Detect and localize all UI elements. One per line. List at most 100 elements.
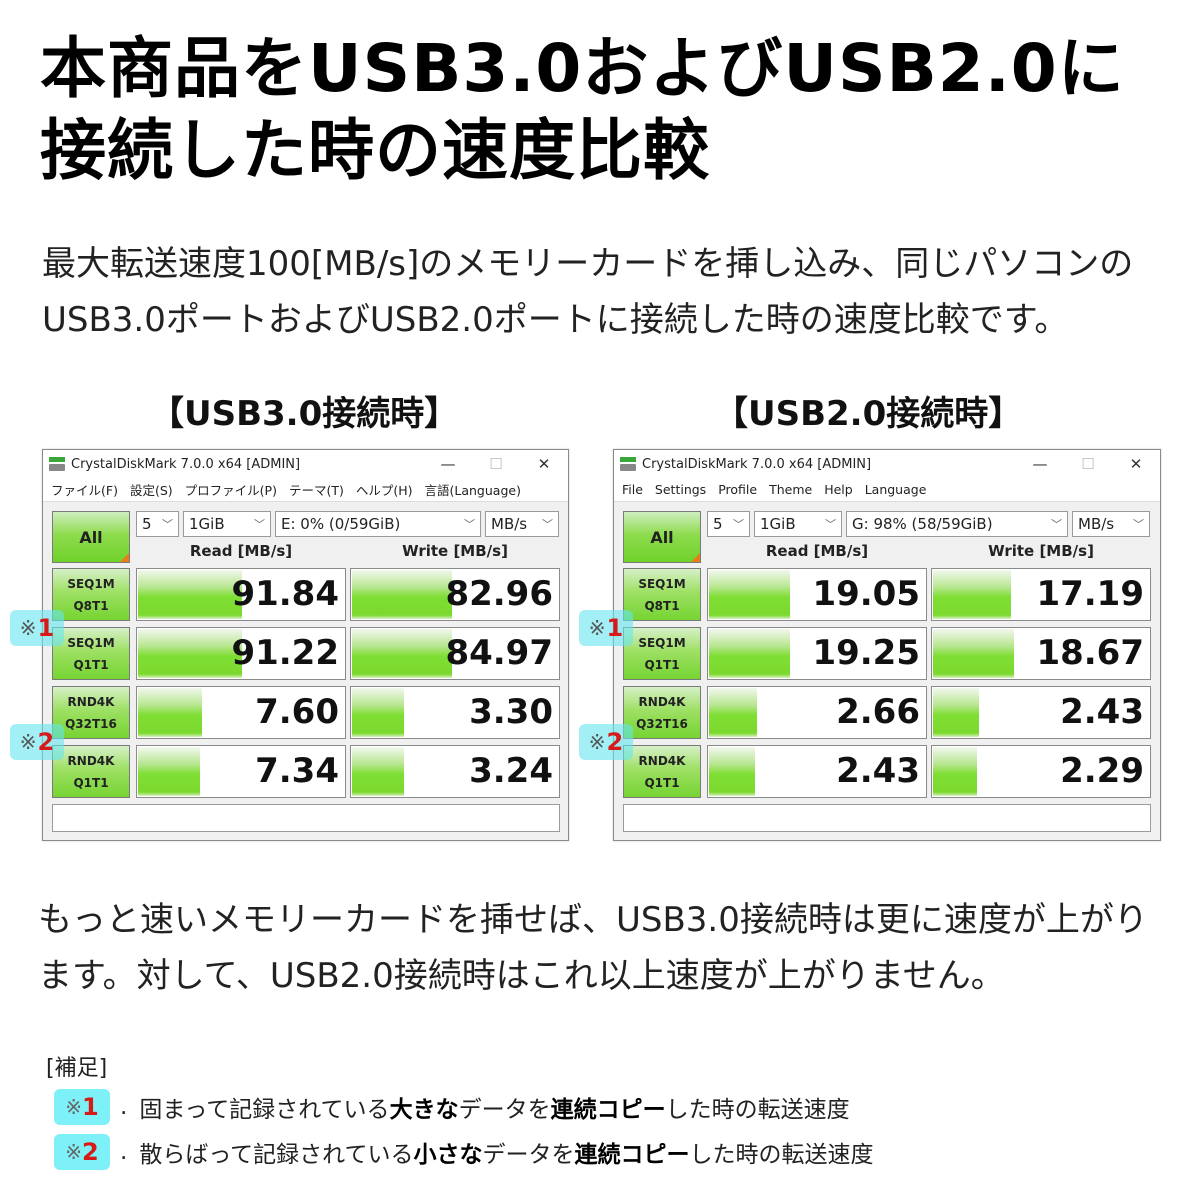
read-result-cell: 91.84 (136, 568, 346, 621)
menu-profile[interactable]: プロファイル(P) (184, 483, 277, 498)
write-result-cell: 82.96 (350, 568, 560, 621)
read-column-header: Read [MB/s] (189, 542, 293, 560)
comment-field[interactable] (623, 804, 1151, 832)
intro-line-1: 最大転送速度100[MB/s]のメモリーカードを挿し込み、同じパソコンの (42, 244, 1134, 284)
note-badge-2: ※ 2 (54, 1134, 110, 1170)
close-button[interactable]: ✕ (1129, 455, 1143, 473)
write-result-cell: 2.43 (931, 686, 1151, 739)
intro-line-2: USB3.0ポートおよびUSB2.0ポートに接続した時の速度比較です。 (42, 300, 1069, 340)
test-size-select[interactable]: 1GiB ﹀ (183, 511, 271, 537)
crystaldiskmark-app-icon (49, 457, 65, 471)
menu-theme[interactable]: テーマ(T) (288, 483, 344, 498)
benchmark-panel: All 5 ﹀ 1GiB ﹀ G: 98% (58/59GiB) ﹀ MB/s ﹀ Re… (614, 502, 1160, 840)
page-headline: 本商品をUSB3.0およびUSB2.0に 接続した時の速度比較 (40, 28, 1125, 192)
read-result-cell: 91.22 (136, 627, 346, 680)
maximize-button[interactable]: ☐ (1081, 455, 1095, 473)
read-result-cell: 19.05 (707, 568, 927, 621)
chevron-down-icon: ﹀ (1051, 518, 1062, 531)
write-column-header: Write [MB/s] (988, 542, 1094, 560)
test-button-rnd4k-q1t1[interactable]: RND4K Q1T1 (623, 745, 701, 798)
drive-select[interactable]: E: 0% (0/59GiB) ﹀ (275, 511, 481, 537)
conclusion-line-2: ます。対して、USB2.0接続時はこれ以上速度が上がりません。 (38, 956, 1005, 996)
menu-theme[interactable]: Theme (769, 482, 813, 497)
test-size-select[interactable]: 1GiB ﹀ (754, 511, 842, 537)
drive-select[interactable]: G: 98% (58/59GiB) ﹀ (846, 511, 1068, 537)
menu-file[interactable]: ファイル(F) (51, 483, 118, 498)
button-corner-indicator (120, 553, 129, 562)
menu-bar: ファイル(F) 設定(S) プロファイル(P) テーマ(T) ヘルプ(H) 言語… (43, 478, 568, 502)
chevron-down-icon: ﹀ (464, 518, 475, 531)
write-result-cell: 84.97 (350, 627, 560, 680)
test-count-select[interactable]: 5 ﹀ (707, 511, 750, 537)
write-result-cell: 17.19 (931, 568, 1151, 621)
chevron-down-icon: ﹀ (254, 518, 265, 531)
title-bar[interactable]: CrystalDiskMark 7.0.0 x64 [ADMIN] — ☐ ✕ (43, 450, 568, 478)
headline-line-2: 接続した時の速度比較 (40, 112, 710, 189)
chevron-down-icon: ﹀ (825, 518, 836, 531)
title-bar[interactable]: CrystalDiskMark 7.0.0 x64 [ADMIN] — ☐ ✕ (614, 450, 1160, 478)
test-button-seq1m-q1t1[interactable]: SEQ1M Q1T1 (623, 627, 701, 680)
chevron-down-icon: ﹀ (542, 518, 553, 531)
unit-select[interactable]: MB/s ﹀ (1072, 511, 1150, 537)
test-button-rnd4k-q32t16[interactable]: RND4K Q32T16 (52, 686, 130, 739)
menu-profile[interactable]: Profile (718, 482, 758, 497)
maximize-button[interactable]: ☐ (489, 455, 503, 473)
test-button-seq1m-q8t1[interactable]: SEQ1M Q8T1 (52, 568, 130, 621)
menu-settings[interactable]: 設定(S) (129, 483, 173, 498)
read-result-cell: 19.25 (707, 627, 927, 680)
test-button-seq1m-q1t1[interactable]: SEQ1M Q1T1 (52, 627, 130, 680)
window-title: CrystalDiskMark 7.0.0 x64 [ADMIN] (71, 456, 301, 472)
write-result-cell: 3.24 (350, 745, 560, 798)
crystaldiskmark-app-icon (620, 457, 636, 471)
window-title: CrystalDiskMark 7.0.0 x64 [ADMIN] (642, 456, 872, 472)
menu-help[interactable]: Help (824, 482, 853, 497)
read-result-cell: 7.60 (136, 686, 346, 739)
chevron-down-icon: ﹀ (1133, 518, 1144, 531)
write-result-cell: 2.29 (931, 745, 1151, 798)
run-all-button[interactable]: All (623, 511, 701, 563)
menu-settings[interactable]: Settings (654, 482, 707, 497)
run-all-button[interactable]: All (52, 511, 130, 563)
menu-bar: File Settings Profile Theme Help Languag… (614, 478, 1160, 502)
conclusion-line-1: もっと速いメモリーカードを挿せば、USB3.0接続時は更に速度が上がり (38, 900, 1148, 940)
headline-line-1: 本商品をUSB3.0およびUSB2.0に (40, 30, 1125, 107)
write-result-cell: 18.67 (931, 627, 1151, 680)
note-badge-2-left: ※ 2 (10, 724, 64, 760)
minimize-button[interactable]: — (440, 455, 456, 473)
menu-language[interactable]: 言語(Language) (424, 483, 521, 498)
benchmark-panel: All 5 ﹀ 1GiB ﹀ E: 0% (0/59GiB) ﹀ MB/s ﹀ Read… (43, 502, 568, 840)
note-badge-1: ※ 1 (54, 1089, 110, 1125)
usb3-heading: 【USB3.0接続時】 (150, 394, 459, 434)
read-result-cell: 2.43 (707, 745, 927, 798)
button-corner-indicator (691, 553, 700, 562)
test-button-rnd4k-q1t1[interactable]: RND4K Q1T1 (52, 745, 130, 798)
conclusion-text: もっと速いメモリーカードを挿せば、USB3.0接続時は更に速度が上がり ます。対… (38, 892, 1148, 1004)
chevron-down-icon: ﹀ (162, 518, 173, 531)
write-result-cell: 3.30 (350, 686, 560, 739)
note-badge-1-left: ※ 1 (10, 610, 64, 646)
minimize-button[interactable]: — (1032, 455, 1048, 473)
test-button-seq1m-q8t1[interactable]: SEQ1M Q8T1 (623, 568, 701, 621)
menu-file[interactable]: File (622, 482, 643, 497)
close-button[interactable]: ✕ (537, 455, 551, 473)
supplement-heading: [補足] (46, 1056, 108, 1081)
read-result-cell: 2.66 (707, 686, 927, 739)
supplement-note-2: ※ 2 . 散らばって記録されている 小さな データを 連続コピー した時の転送速度 (54, 1134, 873, 1170)
note-badge-2-right: ※ 2 (579, 724, 633, 760)
usb2-heading: 【USB2.0接続時】 (714, 394, 1023, 434)
chevron-down-icon: ﹀ (733, 518, 744, 531)
menu-help[interactable]: ヘルプ(H) (355, 483, 413, 498)
menu-language[interactable]: Language (864, 482, 927, 497)
write-column-header: Write [MB/s] (402, 542, 508, 560)
supplement-note-1: ※ 1 . 固まって記録されている 大きな データを 連続コピー した時の転送速度 (54, 1089, 850, 1125)
read-result-cell: 7.34 (136, 745, 346, 798)
note-badge-1-right: ※ 1 (579, 610, 633, 646)
cdm-window-usb2: CrystalDiskMark 7.0.0 x64 [ADMIN] — ☐ ✕ … (613, 449, 1161, 841)
intro-text: 最大転送速度100[MB/s]のメモリーカードを挿し込み、同じパソコンの USB… (42, 236, 1133, 348)
cdm-window-usb3: CrystalDiskMark 7.0.0 x64 [ADMIN] — ☐ ✕ … (42, 449, 569, 841)
test-button-rnd4k-q32t16[interactable]: RND4K Q32T16 (623, 686, 701, 739)
unit-select[interactable]: MB/s ﹀ (485, 511, 559, 537)
test-count-select[interactable]: 5 ﹀ (136, 511, 179, 537)
comment-field[interactable] (52, 804, 560, 832)
read-column-header: Read [MB/s] (765, 542, 869, 560)
